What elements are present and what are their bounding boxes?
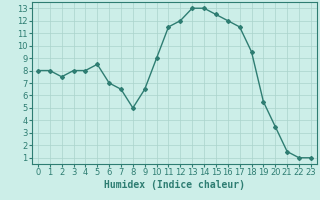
X-axis label: Humidex (Indice chaleur): Humidex (Indice chaleur): [104, 180, 245, 190]
